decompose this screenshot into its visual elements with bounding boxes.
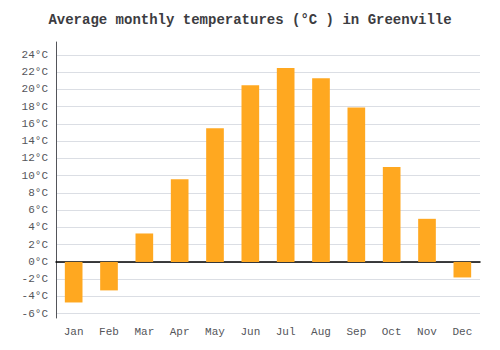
svg-text:12°C: 12°C: [22, 152, 49, 164]
svg-text:-4°C: -4°C: [22, 290, 49, 302]
svg-text:20°C: 20°C: [22, 83, 49, 95]
svg-text:Average monthly temperatures (: Average monthly temperatures (°C ) in Gr…: [48, 12, 451, 28]
svg-text:22°C: 22°C: [22, 66, 49, 78]
svg-text:Jan: Jan: [64, 326, 84, 338]
svg-text:-2°C: -2°C: [22, 273, 49, 285]
svg-text:14°C: 14°C: [22, 135, 49, 147]
svg-text:2°C: 2°C: [28, 239, 48, 251]
svg-text:10°C: 10°C: [22, 170, 49, 182]
svg-text:6°C: 6°C: [28, 204, 48, 216]
svg-text:18°C: 18°C: [22, 101, 49, 113]
svg-text:4°C: 4°C: [28, 221, 48, 233]
svg-text:Nov: Nov: [417, 326, 437, 338]
svg-text:0°C: 0°C: [28, 256, 48, 268]
svg-text:Jun: Jun: [240, 326, 260, 338]
svg-text:Sep: Sep: [346, 326, 366, 338]
svg-text:Dec: Dec: [452, 326, 472, 338]
svg-text:Jul: Jul: [276, 326, 296, 338]
svg-text:24°C: 24°C: [22, 49, 49, 61]
svg-text:Oct: Oct: [382, 326, 402, 338]
svg-text:May: May: [205, 326, 225, 338]
svg-text:Aug: Aug: [311, 326, 331, 338]
svg-text:8°C: 8°C: [28, 187, 48, 199]
svg-text:Feb: Feb: [99, 326, 119, 338]
svg-text:Mar: Mar: [134, 326, 154, 338]
svg-text:16°C: 16°C: [22, 118, 49, 130]
svg-text:-6°C: -6°C: [22, 308, 49, 320]
svg-text:Apr: Apr: [170, 326, 190, 338]
